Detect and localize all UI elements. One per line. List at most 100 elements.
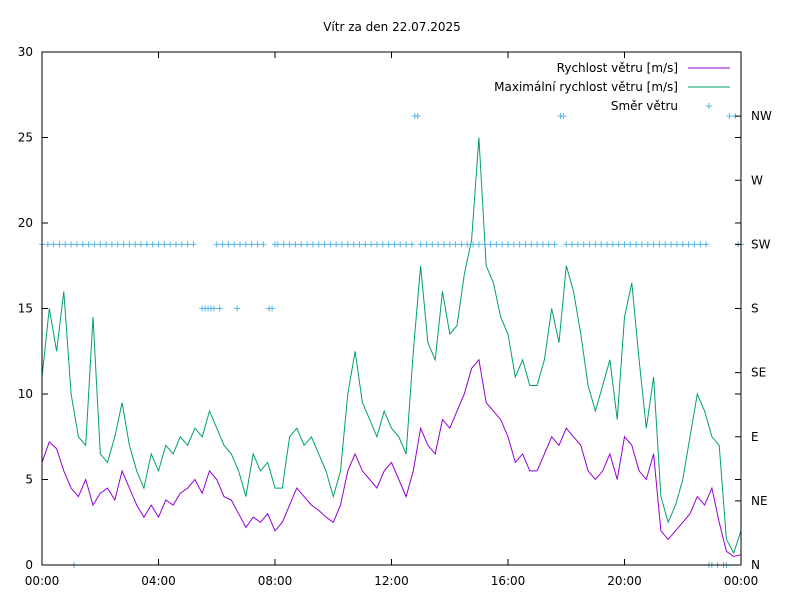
direction-point: [539, 241, 546, 248]
direction-point: [650, 241, 657, 248]
direction-point: [545, 241, 552, 248]
direction-point: [621, 241, 628, 248]
direction-point: [62, 241, 69, 248]
direction-point: [505, 241, 511, 248]
y2-tick-label: NE: [751, 494, 768, 508]
direction-point: [108, 241, 115, 248]
direction-point: [534, 241, 541, 248]
direction-point: [499, 241, 506, 248]
direction-point: [333, 241, 340, 248]
direction-point: [73, 241, 80, 248]
direction-point: [633, 241, 640, 248]
direction-point: [103, 241, 110, 248]
direction-point: [580, 241, 587, 248]
direction-point: [286, 241, 293, 248]
y-tick-label: 30: [18, 45, 33, 59]
direction-point: [114, 241, 121, 248]
direction-point: [120, 241, 127, 248]
direction-point: [254, 241, 261, 248]
direction-point: [373, 241, 380, 248]
direction-point: [298, 241, 305, 248]
x-tick-label: 04:00: [141, 574, 176, 588]
direction-point: [423, 241, 430, 248]
direction-point: [662, 241, 669, 248]
direction-point: [85, 241, 92, 248]
direction-point: [685, 241, 692, 248]
direction-point: [475, 241, 482, 248]
direction-point: [210, 305, 217, 312]
direction-point: [569, 241, 576, 248]
direction-point: [274, 241, 281, 248]
direction-point: [656, 241, 663, 248]
direction-point: [321, 241, 328, 248]
direction-point: [604, 241, 611, 248]
direction-point: [417, 241, 424, 248]
direction-point: [563, 241, 570, 248]
y2-tick-label: N: [751, 558, 760, 572]
direction-point: [493, 241, 500, 248]
direction-point: [91, 241, 98, 248]
direction-point: [368, 241, 375, 248]
y2-tick-label: S: [751, 302, 759, 316]
direction-point: [627, 241, 634, 248]
plot-area: [39, 113, 744, 568]
direction-point: [309, 241, 316, 248]
x-tick-label: 00:00: [724, 574, 759, 588]
direction-point: [560, 113, 567, 120]
direction-point: [327, 241, 334, 248]
direction-point: [138, 241, 145, 248]
direction-point: [609, 241, 616, 248]
direction-point: [143, 241, 150, 248]
legend-label: Rychlost větru [m/s]: [557, 61, 678, 75]
direction-point: [379, 241, 386, 248]
direction-point: [644, 241, 651, 248]
y2-tick-label: NW: [751, 109, 772, 123]
direction-point: [362, 241, 369, 248]
direction-point: [446, 241, 453, 248]
legend: Rychlost větru [m/s] Maximální rychlost v…: [494, 61, 730, 113]
direction-point: [356, 241, 363, 248]
direction-point: [269, 305, 276, 312]
direction-point: [586, 241, 593, 248]
direction-point: [397, 241, 404, 248]
direction-point: [510, 241, 517, 248]
direction-point: [679, 241, 686, 248]
direction-point: [551, 241, 558, 248]
direction-point: [184, 241, 191, 248]
x-tick-label: 16:00: [491, 574, 526, 588]
x-tick-label: 20:00: [607, 574, 642, 588]
direction-point: [574, 241, 581, 248]
direction-point: [673, 241, 680, 248]
direction-point: [487, 241, 494, 248]
direction-point: [528, 241, 535, 248]
direction-point: [522, 241, 529, 248]
direction-point: [280, 241, 287, 248]
y-tick-label: 5: [25, 473, 33, 487]
direction-point: [161, 241, 168, 248]
x-tick-label: 12:00: [374, 574, 409, 588]
legend-label: Maximální rychlost větru [m/s]: [494, 80, 678, 94]
direction-point: [216, 305, 223, 312]
direction-point: [225, 241, 232, 248]
y2-tick-label: W: [751, 173, 763, 187]
direction-point: [598, 241, 605, 248]
direction-point: [56, 241, 63, 248]
direction-point: [260, 241, 267, 248]
direction-point: [126, 241, 133, 248]
direction-point: [726, 113, 733, 120]
y2-tick-label: E: [751, 430, 759, 444]
direction-point: [385, 241, 392, 248]
y-tick-label: 10: [18, 387, 33, 401]
y2-tick-label: SW: [751, 237, 771, 251]
direction-point: [703, 241, 710, 248]
direction-point: [668, 241, 675, 248]
direction-point: [219, 241, 226, 248]
legend-label: Směr větru: [611, 99, 678, 113]
direction-point: [190, 241, 197, 248]
direction-point: [403, 241, 410, 248]
direction-point: [414, 113, 421, 120]
direction-point: [464, 241, 471, 248]
direction-point: [615, 241, 622, 248]
x-tick-label: 08:00: [258, 574, 293, 588]
